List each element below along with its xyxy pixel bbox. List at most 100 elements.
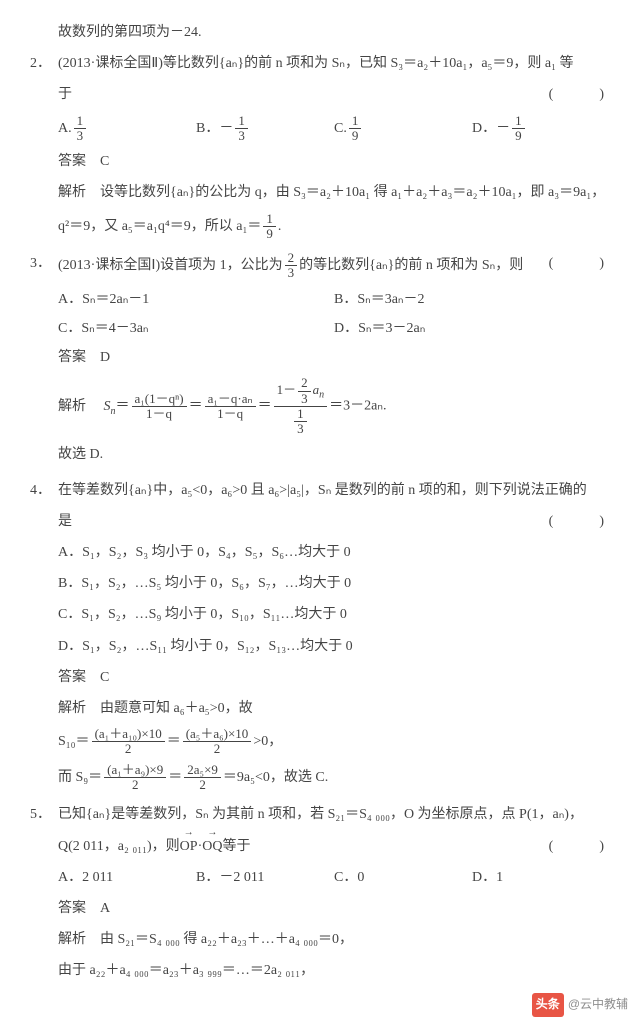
q5: 5． 已知{aₙ}是等差数列，Sₙ 为其前 n 项和，若 S₂₁＝S₄ ₀₀₀，… — [30, 802, 610, 827]
q2-opt-b: B．－13 — [196, 114, 334, 144]
q3-answer: 答案D — [58, 345, 610, 370]
frac: 19 — [512, 114, 525, 144]
frac-n: 2 — [298, 376, 311, 390]
watermark: 头条@云中教辅 — [532, 993, 628, 1017]
frac: (a₁＋a₁₀)×102 — [92, 727, 165, 757]
frac-d: 9 — [349, 128, 362, 143]
q3-stem-b: 的等比数列{aₙ}的前 n 项和为 Sₙ，则 — [299, 258, 523, 273]
q2-exp-2: q²＝9，又 a₅＝a₁q⁴＝9，所以 a₁＝19. — [58, 212, 610, 242]
q5-stem-2: Q(2 011，a₂ ₀₁₁)，则OP·OQ等于 ( ) — [58, 834, 610, 859]
q4-stem-2: 是 ( ) — [58, 509, 610, 534]
q4: 4． 在等差数列{aₙ}中，a₅<0，a₆>0 且 a₆>|a₅|，Sₙ 是数列… — [30, 478, 610, 503]
frac-n: 1 — [235, 114, 248, 128]
exp2-a: q²＝9，又 a₅＝a₁q⁴＝9，所以 a₁＝ — [58, 219, 261, 234]
s9-tail: ＝9a₅<0，故选 C. — [223, 770, 328, 785]
frac: 13 — [235, 114, 248, 144]
frac: a₁－q·aₙ1－q — [205, 392, 256, 422]
vector-oq: OQ — [202, 834, 222, 859]
frac-d: 13 — [274, 406, 328, 437]
frac-d: 9 — [512, 128, 525, 143]
q4-opt-c: C．S₁，S₂，…S₉ 均小于 0，S₁₀，S₁₁…均大于 0 — [58, 602, 610, 627]
answer-value: D — [100, 350, 110, 365]
q5-stem-2a: Q(2 011，a₂ ₀₁₁)，则 — [58, 839, 180, 854]
answer-label: 答案 — [58, 665, 100, 690]
q4-opt-b: B．S₁，S₂，…S₅ 均小于 0，S₆，S₇，…均大于 0 — [58, 571, 610, 596]
vector-op: OP — [180, 834, 198, 859]
q5-opt-c: C．0 — [334, 865, 472, 890]
frac: 19 — [349, 114, 362, 144]
frac: a₁(1－qⁿ)1－q — [132, 392, 187, 422]
q4-number: 4． — [30, 478, 58, 503]
exp-label: 解析 — [58, 394, 100, 419]
q3-stem: (2013·课标全国Ⅰ)设首项为 1，公比为23的等比数列{aₙ}的前 n 项和… — [58, 251, 610, 281]
frac-n: 2 — [285, 251, 298, 265]
q3-opt-c: C．Sₙ＝4－3aₙ — [58, 316, 334, 341]
frac-n: 1 — [294, 407, 307, 421]
intro-line: 故数列的第四项为－24. — [58, 20, 610, 45]
answer-value: C — [100, 670, 109, 685]
frac: 13 — [74, 114, 87, 144]
frac-n: (a₁＋a₁₀)×10 — [92, 727, 165, 741]
frac: 23 — [285, 251, 298, 281]
opt-c-pre: C. — [334, 121, 347, 136]
q4-stem-2-text: 是 — [58, 514, 72, 529]
opt-d-pre: D．－ — [472, 121, 510, 136]
frac-d: 1－q — [132, 406, 187, 421]
frac-d: 3 — [74, 128, 87, 143]
frac-n: a₁－q·aₙ — [205, 392, 256, 406]
frac-n: a₁(1－qⁿ) — [132, 392, 187, 406]
frac-d: 3 — [294, 421, 307, 436]
s10-pre: S₁₀＝ — [58, 734, 90, 749]
answer-value: C — [100, 154, 109, 169]
q4-opt-d: D．S₁，S₂，…S₁₁ 均小于 0，S₁₂，S₁₃…均大于 0 — [58, 634, 610, 659]
frac-n: 1－23an — [274, 376, 328, 406]
q2-exp-1: 解析设等比数列{aₙ}的公比为 q，由 S₃＝a₂＋10a₁ 得 a₁＋a₂＋a… — [58, 180, 610, 205]
q4-exp-s10: S₁₀＝(a₁＋a₁₀)×102＝(a₅＋a₆)×102>0， — [58, 727, 610, 757]
q2-paren: ( ) — [549, 82, 610, 107]
q3-opt-b: B．Sₙ＝3aₙ－2 — [334, 287, 610, 312]
exp-label: 解析 — [58, 180, 100, 205]
q5-opt-a: A．2 011 — [58, 865, 196, 890]
q3-stem-a: (2013·课标全国Ⅰ)设首项为 1，公比为 — [58, 258, 283, 273]
frac-n: 2a₅×9 — [184, 763, 221, 777]
q2-opt-a: A.13 — [58, 114, 196, 144]
q3-options-row2: C．Sₙ＝4－3aₙ D．Sₙ＝3－2aₙ — [58, 316, 610, 341]
q2-answer: 答案C — [58, 149, 610, 174]
q2-opt-d: D．－19 — [472, 114, 610, 144]
exp-text: 由 S₂₁＝S₄ ₀₀₀ 得 a₂₂＋a₂₃＋…＋a₄ ₀₀₀＝0， — [100, 932, 353, 947]
q5-stem-1: 已知{aₙ}是等差数列，Sₙ 为其前 n 项和，若 S₂₁＝S₄ ₀₀₀，O 为… — [58, 802, 610, 827]
frac-n: 1 — [263, 212, 276, 226]
exp-label: 解析 — [58, 696, 100, 721]
answer-label: 答案 — [58, 149, 100, 174]
q5-paren: ( ) — [549, 834, 610, 859]
frac-d: 2 — [183, 741, 252, 756]
q3-opt-a: A．Sₙ＝2aₙ－1 — [58, 287, 334, 312]
frac: 2a₅×92 — [184, 763, 221, 793]
q5-number: 5． — [30, 802, 58, 827]
q3-tail: ＝3－2aₙ. — [329, 399, 386, 414]
frac-n: 1 — [512, 114, 525, 128]
q5-opt-b: B．－2 011 — [196, 865, 334, 890]
q2-stem-2: 于 ( ) — [58, 82, 610, 107]
s10-tail: >0， — [253, 734, 282, 749]
q3-paren: ( ) — [549, 251, 610, 276]
frac-d: 2 — [184, 777, 221, 792]
q4-stem-1: 在等差数列{aₙ}中，a₅<0，a₆>0 且 a₆>|a₅|，Sₙ 是数列的前 … — [58, 478, 610, 503]
q3-exp-2: 故选 D. — [58, 442, 610, 467]
q2-opt-c: C.19 — [334, 114, 472, 144]
q3-number: 3． — [30, 251, 58, 281]
exp-label: 解析 — [58, 927, 100, 952]
frac-n: (a₁＋a₉)×9 — [104, 763, 166, 777]
opt-b-pre: B．－ — [196, 121, 233, 136]
q3-options-row1: A．Sₙ＝2aₙ－1 B．Sₙ＝3aₙ－2 — [58, 287, 610, 312]
q5-exp-1: 解析由 S₂₁＝S₄ ₀₀₀ 得 a₂₂＋a₂₃＋…＋a₄ ₀₀₀＝0， — [58, 927, 610, 952]
answer-label: 答案 — [58, 345, 100, 370]
q5-opt-d: D．1 — [472, 865, 610, 890]
q3: 3． (2013·课标全国Ⅰ)设首项为 1，公比为23的等比数列{aₙ}的前 n… — [30, 251, 610, 281]
q4-exp-s9: 而 S₉＝(a₁＋a₉)×92＝2a₅×92＝9a₅<0，故选 C. — [58, 763, 610, 793]
opt-a-pre: A. — [58, 121, 72, 136]
frac-n: 1 — [74, 114, 87, 128]
q2-options: A.13 B．－13 C.19 D．－19 — [58, 114, 610, 144]
q2: 2． (2013·课标全国Ⅱ)等比数列{aₙ}的前 n 项和为 Sₙ，已知 S₃… — [30, 51, 610, 76]
q5-options: A．2 011 B．－2 011 C．0 D．1 — [58, 865, 610, 890]
